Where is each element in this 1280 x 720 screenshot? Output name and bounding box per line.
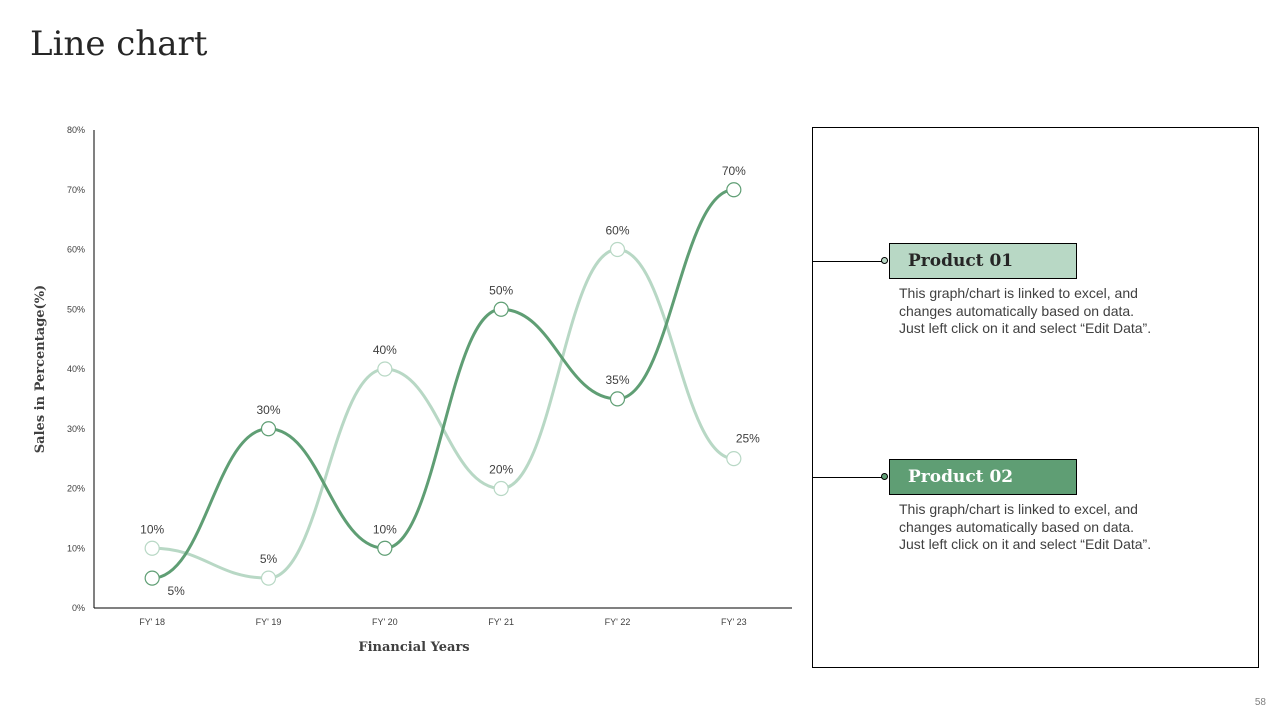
data-point	[493, 480, 509, 497]
data-point	[726, 182, 742, 198]
x-tick-label: FY' 21	[488, 617, 514, 627]
description-line: changes automatically based on data.	[899, 518, 1135, 535]
data-point	[726, 451, 742, 467]
product-02-label: Product 02	[889, 459, 1077, 495]
description-line: This graph/chart is linked to excel, and	[899, 285, 1138, 301]
x-tick-label: FY' 20	[372, 617, 398, 627]
data-label: 30%	[256, 403, 280, 417]
data-point	[609, 241, 626, 258]
y-tick-label: 10%	[67, 543, 85, 553]
data-label: 10%	[373, 522, 397, 536]
data-label: 5%	[260, 552, 278, 566]
series-line-1	[152, 247, 735, 580]
page-number: 58	[1254, 697, 1266, 708]
x-tick-label: FY' 22	[605, 617, 631, 627]
description-line: Just left click on it and select “Edit D…	[899, 536, 1152, 552]
description-line: changes automatically based on data.	[899, 302, 1135, 319]
data-label: 40%	[373, 343, 397, 357]
y-tick-label: 60%	[67, 245, 85, 255]
y-tick-label: 70%	[67, 185, 85, 195]
data-point	[144, 570, 160, 586]
legend-panel	[812, 127, 1259, 668]
y-axis-title: Sales in Percentage(%)	[33, 285, 48, 453]
data-label: 60%	[605, 224, 629, 238]
x-tick-label: FY' 23	[721, 617, 747, 627]
data-label: 70%	[722, 164, 746, 178]
data-point	[377, 361, 393, 377]
product-02-description: This graph/chart is linked to excel, and…	[899, 501, 1189, 554]
y-tick-label: 40%	[67, 364, 85, 374]
line-chart: 0% 10% 20% 30% 40% 50% 60% 70% 80% FY' 18 FY' 19 FY…	[33, 125, 792, 655]
product-02-connector	[812, 477, 884, 478]
data-label: 20%	[489, 463, 513, 477]
y-tick-label: 0%	[72, 603, 85, 613]
data-point	[260, 570, 277, 586]
data-point	[609, 391, 626, 407]
product-02-connector-dot	[881, 473, 888, 480]
product-01-connector-dot	[881, 257, 888, 264]
description-line: This graph/chart is linked to excel, and	[899, 501, 1138, 517]
data-point	[260, 421, 277, 437]
y-tick-label: 20%	[67, 484, 85, 494]
description-line: Just left click on it and select “Edit D…	[899, 320, 1152, 336]
data-point	[493, 301, 509, 317]
product-01-connector	[812, 261, 884, 262]
data-point	[377, 540, 393, 556]
x-tick-label: FY' 18	[139, 617, 165, 627]
data-label: 10%	[140, 522, 164, 536]
product-01-description: This graph/chart is linked to excel, and…	[899, 285, 1189, 338]
y-tick-label: 50%	[67, 304, 85, 314]
product-01-label: Product 01	[889, 243, 1077, 279]
data-label: 25%	[736, 432, 760, 446]
data-label: 50%	[489, 283, 513, 297]
series-line-2	[152, 188, 735, 580]
y-tick-label: 80%	[67, 125, 85, 135]
x-tick-label: FY' 19	[256, 617, 282, 627]
data-label: 5%	[167, 584, 185, 598]
page-title: Line chart	[30, 24, 208, 64]
data-point	[144, 540, 160, 556]
x-axis-title: Financial Years	[358, 640, 469, 655]
data-label: 35%	[605, 373, 629, 387]
y-tick-label: 30%	[67, 424, 85, 434]
